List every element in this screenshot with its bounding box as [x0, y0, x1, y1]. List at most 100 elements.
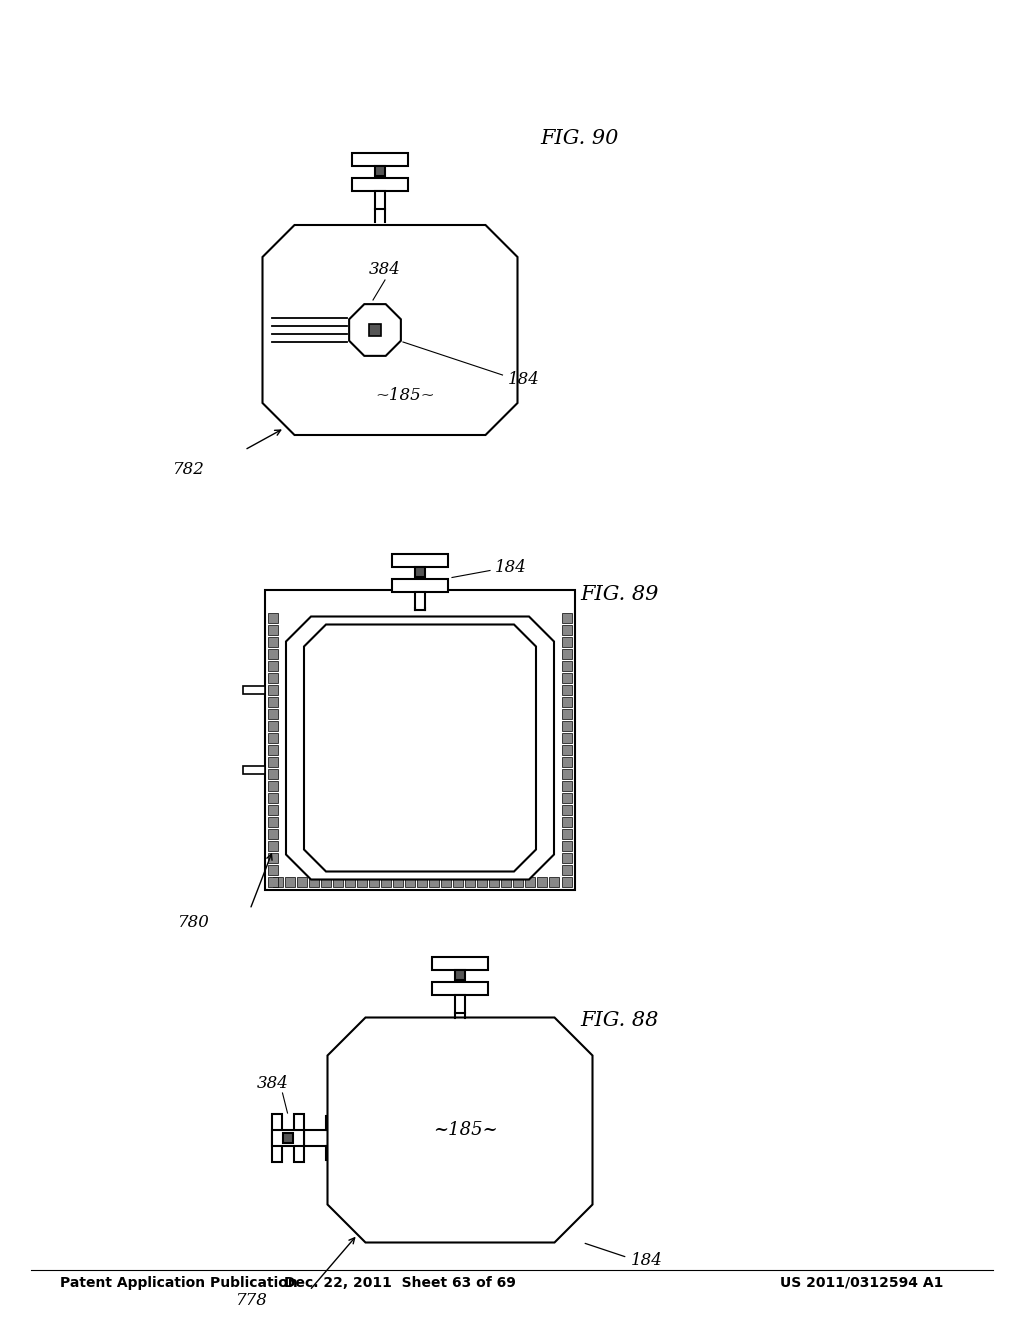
Text: 184: 184: [631, 1251, 663, 1269]
Bar: [453, 876, 463, 887]
Text: Dec. 22, 2011  Sheet 63 of 69: Dec. 22, 2011 Sheet 63 of 69: [284, 1276, 516, 1290]
Bar: [268, 638, 278, 647]
Text: US 2011/0312594 A1: US 2011/0312594 A1: [780, 1276, 943, 1290]
Text: FIG. 90: FIG. 90: [541, 128, 620, 148]
Bar: [525, 876, 535, 887]
Bar: [537, 876, 547, 887]
Polygon shape: [328, 1018, 593, 1242]
Bar: [268, 624, 278, 635]
Bar: [417, 876, 427, 887]
Bar: [273, 876, 283, 887]
Text: 184: 184: [495, 558, 527, 576]
Bar: [294, 1114, 303, 1162]
Bar: [455, 994, 465, 1012]
Text: 184: 184: [508, 371, 540, 388]
Bar: [562, 817, 572, 828]
Bar: [271, 1130, 303, 1146]
Bar: [285, 876, 295, 887]
Bar: [562, 793, 572, 803]
Text: FIG. 89: FIG. 89: [581, 586, 659, 605]
Text: ~185~: ~185~: [375, 387, 435, 404]
Bar: [268, 781, 278, 791]
Bar: [562, 853, 572, 863]
Bar: [477, 876, 487, 887]
Bar: [268, 709, 278, 719]
Bar: [432, 957, 488, 969]
Bar: [268, 661, 278, 671]
Bar: [562, 649, 572, 659]
Bar: [562, 612, 572, 623]
Bar: [352, 153, 408, 166]
Bar: [393, 876, 403, 887]
Bar: [268, 756, 278, 767]
Bar: [268, 817, 278, 828]
Bar: [562, 805, 572, 814]
Bar: [268, 673, 278, 682]
Bar: [465, 876, 475, 887]
Bar: [268, 865, 278, 875]
Bar: [268, 853, 278, 863]
Bar: [562, 865, 572, 875]
Bar: [369, 323, 381, 337]
Bar: [268, 841, 278, 851]
Text: ~384: ~384: [355, 817, 400, 833]
Bar: [562, 876, 572, 887]
Bar: [415, 591, 425, 610]
Bar: [392, 578, 449, 591]
Bar: [333, 876, 343, 887]
Bar: [489, 876, 499, 887]
Bar: [562, 673, 572, 682]
Bar: [562, 685, 572, 696]
Bar: [455, 969, 465, 979]
Bar: [501, 876, 511, 887]
Bar: [268, 805, 278, 814]
Bar: [297, 876, 307, 887]
Bar: [513, 876, 523, 887]
Bar: [562, 624, 572, 635]
Polygon shape: [262, 224, 517, 436]
Text: 384: 384: [257, 1074, 289, 1092]
Text: ~185~: ~185~: [392, 741, 458, 759]
Text: 384: 384: [369, 261, 401, 279]
Text: 778: 778: [236, 1292, 267, 1309]
Bar: [406, 876, 415, 887]
Bar: [268, 649, 278, 659]
Bar: [429, 876, 439, 887]
Bar: [268, 744, 278, 755]
Bar: [283, 1133, 293, 1143]
Bar: [562, 744, 572, 755]
Bar: [265, 590, 575, 890]
Bar: [357, 876, 367, 887]
Bar: [268, 770, 278, 779]
Bar: [345, 876, 355, 887]
Bar: [268, 721, 278, 731]
Bar: [271, 1114, 282, 1162]
Bar: [562, 781, 572, 791]
Polygon shape: [286, 616, 554, 879]
Bar: [562, 770, 572, 779]
Bar: [562, 661, 572, 671]
Bar: [549, 876, 559, 887]
Bar: [381, 876, 391, 887]
Text: 782: 782: [173, 462, 205, 479]
Bar: [243, 766, 265, 774]
Bar: [415, 566, 425, 577]
Bar: [441, 876, 451, 887]
Bar: [562, 733, 572, 743]
Bar: [243, 686, 265, 694]
Bar: [562, 638, 572, 647]
Bar: [309, 876, 319, 887]
Bar: [392, 553, 449, 566]
Bar: [268, 697, 278, 708]
Bar: [562, 721, 572, 731]
Bar: [562, 841, 572, 851]
Bar: [268, 876, 278, 887]
Text: 780: 780: [178, 913, 210, 931]
Polygon shape: [304, 624, 536, 871]
Bar: [562, 697, 572, 708]
Bar: [268, 612, 278, 623]
Bar: [369, 876, 379, 887]
Text: ~185~: ~185~: [432, 1121, 498, 1139]
Bar: [562, 709, 572, 719]
Bar: [562, 829, 572, 840]
